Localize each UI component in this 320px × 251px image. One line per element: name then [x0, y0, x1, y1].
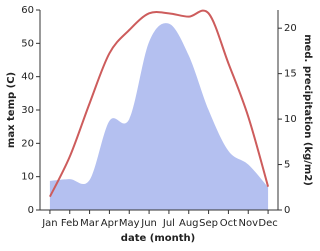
x-tick-label: Mar — [80, 218, 100, 229]
y-tick-label: 20 — [21, 138, 34, 149]
x-tick-label: May — [119, 218, 140, 229]
y2-tick-label: 0 — [284, 205, 290, 216]
y-tick-label: 10 — [21, 172, 34, 183]
y2-tick-label: 15 — [284, 69, 297, 80]
y-tick-label: 60 — [21, 5, 34, 16]
temp-line — [49, 9, 270, 198]
x-tick-label: Oct — [220, 218, 237, 229]
x-axis-label: date (month) — [121, 233, 195, 244]
precipitation-area — [49, 23, 269, 210]
y2-tick-label: 5 — [284, 160, 290, 171]
y2-tick-label: 20 — [284, 23, 297, 34]
y-tick-label: 40 — [21, 72, 34, 83]
y2-axis-label: med. precipitation (kg/m2) — [302, 34, 313, 186]
y-tick-label: 30 — [21, 105, 34, 116]
y2-tick-label: 10 — [284, 114, 297, 125]
y-tick-label: 0 — [28, 205, 34, 216]
chart: date (month) max temp (C) med. precipita… — [6, 5, 313, 244]
x-tick-label: Sep — [199, 218, 218, 229]
x-tick-label: Jan — [41, 218, 57, 229]
x-tick-label: Apr — [101, 218, 119, 229]
x-tick-label: Feb — [61, 218, 79, 229]
x-tick-label: Jun — [140, 218, 157, 229]
y-tick-label: 50 — [21, 38, 34, 49]
x-tick-label: Aug — [179, 218, 199, 229]
y-axis-label: max temp (C) — [6, 72, 17, 148]
x-tick-label: Nov — [238, 218, 258, 229]
x-tick-label: Jul — [162, 218, 175, 229]
x-tick-label: Dec — [258, 218, 277, 229]
